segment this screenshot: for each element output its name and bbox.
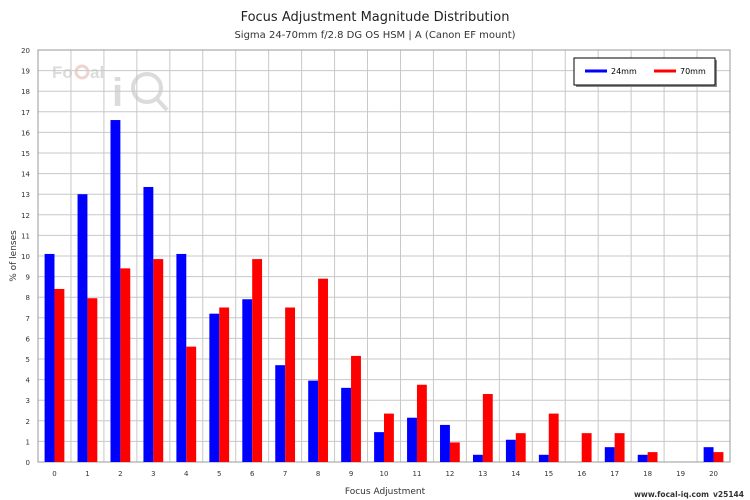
y-tick-label: 6 xyxy=(26,335,31,343)
bar-70mm-0 xyxy=(54,288,65,462)
bar-70mm-11 xyxy=(416,384,427,462)
bar-24mm-14 xyxy=(505,439,516,462)
x-tick-label: 0 xyxy=(52,470,56,478)
bar-70mm-8 xyxy=(318,278,328,462)
bar-70mm-3 xyxy=(153,259,164,462)
bars xyxy=(44,120,724,463)
bar-24mm-11 xyxy=(407,417,417,462)
y-tick-label: 8 xyxy=(26,294,30,302)
bar-24mm-18 xyxy=(637,454,648,462)
x-tick-label: 12 xyxy=(445,470,454,478)
legend: 24mm 70mm xyxy=(573,57,717,87)
x-axis-ticks: 0 1 2 3 4 5 6 7 8 9 10 11 12 13 14 15 16 17 18 19 20 xyxy=(52,470,718,478)
bar-70mm-20 xyxy=(713,452,724,462)
x-tick-label: 3 xyxy=(151,470,155,478)
y-tick-label: 11 xyxy=(21,232,30,240)
y-tick-label: 2 xyxy=(26,418,30,426)
y-tick-label: 17 xyxy=(21,109,30,117)
y-axis-label: % of lenses xyxy=(9,230,19,282)
x-tick-label: 11 xyxy=(412,470,421,478)
bar-24mm-5 xyxy=(209,313,220,462)
x-tick-label: 5 xyxy=(217,470,221,478)
bar-24mm-1 xyxy=(77,194,88,462)
svg-text:al: al xyxy=(90,63,104,82)
bar-70mm-7 xyxy=(285,307,296,462)
x-axis-label: Focus Adjustment xyxy=(345,487,426,497)
bar-24mm-6 xyxy=(242,299,253,462)
bar-24mm-2 xyxy=(110,120,121,462)
x-tick-label: 8 xyxy=(316,470,320,478)
bar-24mm-12 xyxy=(440,424,450,462)
bar-70mm-18 xyxy=(647,452,658,462)
y-tick-label: 16 xyxy=(21,129,30,137)
x-tick-label: 9 xyxy=(349,470,353,478)
legend-label-70mm: 70mm xyxy=(680,67,706,76)
bar-70mm-15 xyxy=(548,413,559,462)
bar-24mm-0 xyxy=(44,253,55,462)
bar-24mm-20 xyxy=(703,447,714,462)
bar-70mm-17 xyxy=(614,433,625,462)
x-tick-label: 10 xyxy=(380,470,389,478)
footer-version: v25144 xyxy=(713,490,744,499)
y-tick-label: 18 xyxy=(21,88,30,96)
y-tick-label: 12 xyxy=(21,212,30,220)
bar-70mm-6 xyxy=(252,259,263,462)
svg-text:i: i xyxy=(112,71,123,115)
x-tick-label: 18 xyxy=(643,470,652,478)
y-tick-label: 4 xyxy=(26,377,31,385)
y-tick-label: 7 xyxy=(26,315,30,323)
x-tick-label: 15 xyxy=(544,470,553,478)
bar-70mm-13 xyxy=(482,394,493,462)
x-tick-label: 17 xyxy=(610,470,619,478)
bar-24mm-13 xyxy=(472,454,483,462)
grid xyxy=(37,49,731,463)
bar-24mm-10 xyxy=(374,432,384,462)
x-tick-label: 4 xyxy=(184,470,189,478)
bar-70mm-10 xyxy=(384,413,394,462)
legend-label-24mm: 24mm xyxy=(611,67,637,76)
chart-title: Focus Adjustment Magnitude Distribution xyxy=(241,10,510,25)
y-tick-label: 15 xyxy=(21,150,30,158)
y-tick-label: 19 xyxy=(21,68,30,76)
bar-70mm-4 xyxy=(186,346,197,462)
bar-70mm-16 xyxy=(581,433,592,462)
y-tick-label: 20 xyxy=(21,47,30,55)
bar-70mm-14 xyxy=(515,433,526,462)
bar-70mm-2 xyxy=(120,268,131,462)
x-tick-label: 14 xyxy=(511,470,520,478)
bar-24mm-3 xyxy=(143,186,154,463)
bar-24mm-15 xyxy=(538,454,549,462)
y-tick-label: 5 xyxy=(26,356,30,364)
bar-70mm-12 xyxy=(449,442,460,462)
y-tick-label: 3 xyxy=(26,397,30,405)
chart-subtitle: Sigma 24-70mm f/2.8 DG OS HSM | A (Canon… xyxy=(234,30,515,41)
focal-iq-logo: Fo al i xyxy=(52,63,169,115)
y-tick-label: 14 xyxy=(21,171,30,179)
x-tick-label: 19 xyxy=(676,470,685,478)
x-tick-label: 7 xyxy=(283,470,287,478)
bar-24mm-9 xyxy=(341,387,352,462)
x-tick-label: 1 xyxy=(85,470,89,478)
bar-24mm-4 xyxy=(176,253,187,462)
y-tick-label: 13 xyxy=(21,191,30,199)
y-tick-label: 0 xyxy=(26,459,30,467)
bar-70mm-9 xyxy=(351,355,361,462)
bar-24mm-8 xyxy=(308,380,319,462)
x-tick-label: 20 xyxy=(709,470,718,478)
bar-24mm-17 xyxy=(604,447,615,462)
y-tick-label: 10 xyxy=(21,253,30,261)
y-tick-label: 9 xyxy=(26,274,30,282)
x-tick-label: 6 xyxy=(250,470,255,478)
x-tick-label: 13 xyxy=(478,470,487,478)
bar-70mm-1 xyxy=(87,298,98,462)
footer-site: www.focal-iq.com xyxy=(634,490,709,499)
bar-24mm-7 xyxy=(275,365,286,462)
svg-text:Fo: Fo xyxy=(52,63,73,82)
y-tick-label: 1 xyxy=(26,438,30,446)
x-tick-label: 16 xyxy=(577,470,586,478)
x-tick-label: 2 xyxy=(118,470,122,478)
bar-70mm-5 xyxy=(219,307,230,462)
